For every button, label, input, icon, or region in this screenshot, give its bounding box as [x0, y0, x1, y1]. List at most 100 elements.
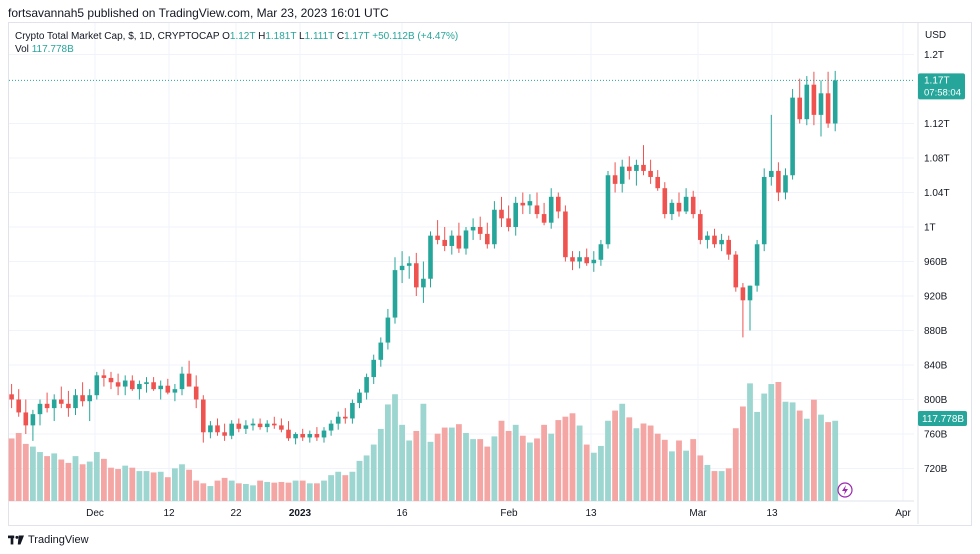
volume-bar — [633, 428, 640, 501]
close-value: 1.17T — [344, 31, 370, 42]
volume-bar — [51, 453, 58, 501]
price-tick-label: 880B — [924, 326, 948, 337]
candle-body — [463, 230, 469, 249]
volume-bar — [477, 439, 484, 501]
volume-bar — [228, 480, 235, 501]
volume-bar — [825, 422, 831, 501]
candle-body — [619, 166, 625, 184]
candle-body — [335, 416, 341, 424]
candle-body — [605, 175, 611, 245]
candle-body — [414, 263, 419, 288]
volume-bar — [598, 445, 604, 501]
candle-body — [541, 214, 547, 223]
volume-bar — [818, 414, 824, 501]
volume-bar — [569, 413, 576, 501]
candle-body — [832, 80, 838, 124]
candle-body — [144, 382, 149, 384]
chart-frame — [8, 22, 972, 526]
volume-bar — [37, 452, 43, 501]
candle-body — [698, 214, 703, 240]
high-label: H — [258, 31, 266, 42]
time-tick-label: 13 — [766, 508, 778, 519]
candle-body — [343, 416, 348, 419]
volume-bar — [527, 442, 533, 501]
candle-body — [215, 425, 220, 433]
volume-bar — [811, 399, 817, 501]
candle-body — [470, 227, 476, 231]
candle-body — [513, 202, 518, 227]
price-tick-label: 800B — [924, 395, 948, 406]
volume-bar — [711, 471, 718, 501]
time-tick-label: 16 — [396, 508, 408, 519]
volume-bar — [732, 428, 739, 501]
volume-bar — [612, 410, 618, 501]
candle-body — [257, 423, 263, 428]
volume-bar — [725, 468, 732, 501]
last-price-label: 1.17T — [924, 75, 950, 86]
volume-bar — [789, 402, 796, 501]
volume-bar — [413, 430, 420, 501]
candle-body — [726, 239, 731, 255]
candle-body — [130, 380, 135, 390]
volume-bar — [740, 406, 746, 501]
candle-body — [776, 170, 781, 193]
volume-bar — [221, 477, 228, 501]
volume-bar — [803, 418, 810, 501]
lightning-bolt-icon — [842, 485, 848, 495]
volume-bar — [8, 438, 15, 501]
volume-bar — [86, 461, 93, 501]
volume-bar — [448, 427, 455, 501]
candle-body — [201, 399, 206, 433]
volume-bar — [72, 456, 79, 501]
volume-bar — [463, 433, 469, 501]
volume-bar — [257, 480, 263, 501]
candle-body — [73, 395, 78, 409]
volume-bar — [661, 439, 668, 501]
volume-bar — [385, 404, 391, 501]
candle-body — [818, 93, 824, 115]
candle-body — [556, 196, 561, 212]
candle-body — [179, 373, 185, 390]
volume-bar — [321, 480, 327, 501]
volume-bar — [363, 455, 370, 501]
volume-bar — [519, 435, 526, 501]
currency-label: USD — [925, 30, 947, 41]
candle-body — [790, 97, 795, 176]
candle-body — [229, 423, 234, 436]
volume-bar — [129, 467, 136, 501]
publisher-line: fortsavannah5 published on TradingView.c… — [8, 6, 389, 20]
volume-bar — [30, 446, 36, 501]
candle-body — [59, 399, 64, 404]
volume-bar — [164, 477, 171, 501]
price-tick-label: 1.04T — [924, 188, 950, 199]
volume-bar — [832, 420, 839, 501]
volume-bar — [370, 444, 377, 501]
candle-body — [286, 429, 291, 439]
volume-bar — [683, 450, 689, 501]
candle-body — [222, 432, 227, 436]
candle-body — [492, 209, 497, 245]
candle-body — [783, 175, 788, 193]
candle-body — [449, 235, 455, 246]
tradingview-logo-icon — [8, 535, 24, 545]
candle-body — [442, 239, 447, 246]
candle-body — [80, 395, 85, 402]
candle-body — [641, 164, 646, 171]
volume-bar — [775, 382, 782, 501]
volume-bar — [434, 433, 441, 501]
candle-body — [236, 423, 242, 429]
price-tick-label: 920B — [924, 292, 948, 303]
volume-bar — [122, 465, 129, 501]
volume-label: Vol — [15, 44, 29, 55]
candle-body — [364, 377, 369, 393]
price-tick-label: 960B — [924, 257, 948, 268]
candle-body — [584, 257, 589, 264]
volume-bar — [534, 438, 540, 501]
candle-body — [499, 209, 504, 219]
candle-body — [740, 287, 746, 301]
candle-body — [44, 403, 50, 409]
candle-body — [151, 382, 156, 390]
candle-body — [797, 97, 802, 120]
open-label: O — [222, 31, 230, 42]
